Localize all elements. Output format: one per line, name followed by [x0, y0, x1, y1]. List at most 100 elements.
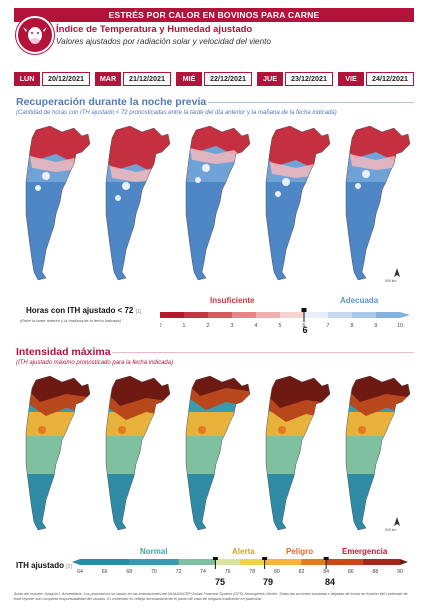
map-panel — [25, 125, 91, 281]
recovery-map-strip — [25, 125, 411, 281]
recovery-cat-low: Insuficiente — [210, 296, 255, 305]
colorbar-segment — [387, 559, 401, 565]
colorbar-tick: 3 — [231, 323, 234, 329]
report-title: Índice de Temperatura y Humedad ajustado — [56, 24, 253, 35]
colorbar-segment — [328, 312, 352, 318]
colorbar-segment — [338, 559, 352, 565]
day-tab[interactable]: MIÉ 22/12/2021 — [176, 72, 252, 86]
section-divider — [208, 102, 414, 103]
colorbar-segment — [240, 559, 253, 565]
intensity-legend-text: ITH ajustado — [16, 561, 65, 570]
day-name: MAR — [95, 72, 121, 86]
intensity-colorbar: 64 66 68 70 72 74 76 78 80 82 84 86 88 90 — [70, 556, 415, 583]
day-selector: LUN 20/12/2021 MAR 21/12/2021 MIÉ 22/12/… — [14, 72, 414, 86]
colorbar-tick: 9 — [375, 323, 378, 329]
colorbar-segment — [232, 312, 256, 318]
colorbar-segment — [178, 559, 192, 565]
report-header: ESTRÉS POR CALOR EN BOVINOS PARA CARNE Í… — [14, 8, 414, 68]
map-panel — [105, 375, 171, 531]
colorbar-segment — [203, 559, 216, 565]
colorbar-segment — [80, 559, 93, 565]
map-panel — [345, 125, 411, 281]
day-tab[interactable]: VIE 24/12/2021 — [338, 72, 414, 86]
colorbar-segment — [153, 559, 167, 565]
colorbar-segment — [326, 559, 339, 565]
colorbar-tick: 90 — [397, 569, 403, 575]
intensity-threshold-alerta: 75 — [214, 577, 225, 587]
threshold-marker — [301, 307, 307, 312]
day-name: JUE — [257, 72, 283, 86]
recovery-legend-ref: [1] — [135, 309, 142, 315]
map-panel — [265, 375, 331, 531]
colorbar-segment — [276, 559, 290, 565]
day-date: 22/12/2021 — [204, 72, 252, 86]
day-date: 20/12/2021 — [42, 72, 90, 86]
day-tab[interactable]: MAR 21/12/2021 — [95, 72, 171, 86]
colorbar-tick: 82 — [299, 569, 305, 575]
recovery-title: Recuperación durante la noche previa — [16, 96, 207, 108]
colorbar-segment — [227, 559, 241, 565]
threshold-marker — [212, 556, 218, 560]
day-name: LUN — [14, 72, 40, 86]
day-name: VIE — [338, 72, 364, 86]
map-panel — [105, 125, 171, 281]
colorbar-segment — [363, 559, 376, 565]
colorbar-tick: 2 — [207, 323, 210, 329]
colorbar-segment — [264, 559, 278, 565]
north-arrow-icon — [392, 268, 402, 281]
colorbar-tick: 74 — [200, 569, 206, 575]
threshold-marker — [262, 556, 268, 560]
recovery-legend-text: Horas con ITH ajustado < 72 — [26, 306, 134, 315]
recovery-subtitle: (Cantidad de horas con ITH ajustado < 72… — [16, 110, 337, 116]
colorbar-segment — [375, 559, 388, 565]
intensity-threshold-peligro: 79 — [262, 577, 273, 587]
colorbar-segment — [92, 559, 105, 565]
colorbar-segment — [280, 312, 304, 318]
recovery-threshold-label: 6 — [302, 325, 308, 335]
recovery-maps — [14, 122, 414, 282]
colorbar-segment — [116, 559, 130, 565]
colorbar-segment — [190, 559, 204, 565]
colorbar-segment — [352, 312, 376, 318]
day-date: 21/12/2021 — [123, 72, 171, 86]
colorbar-tick: 76 — [225, 569, 231, 575]
colorbar-segment — [215, 559, 228, 565]
intensity-map-strip — [25, 375, 411, 531]
colorbar-tick: 78 — [249, 569, 255, 575]
intensity-legend-ref: [2] — [66, 564, 72, 570]
intensity-cat-peligro: Peligro — [286, 547, 314, 556]
report-banner: ESTRÉS POR CALOR EN BOVINOS PARA CARNE — [14, 8, 414, 22]
colorbar-tick: 4 — [255, 323, 258, 329]
colorbar-segment — [289, 559, 302, 565]
intensity-cat-alerta: Alerta — [232, 547, 255, 556]
colorbar-segment — [256, 312, 280, 318]
colorbar-tick: 5 — [279, 323, 282, 329]
day-tab[interactable]: JUE 23/12/2021 — [257, 72, 333, 86]
colorbar-segment — [184, 312, 208, 318]
day-date: 23/12/2021 — [285, 72, 333, 86]
scale-bar: 500 km — [385, 279, 397, 283]
colorbar-tick: 8 — [351, 323, 354, 329]
colorbar-segment — [350, 559, 364, 565]
colorbar-tick: 86 — [348, 569, 354, 575]
colorbar-segment — [166, 559, 179, 565]
colorbar-tick: 64 — [77, 569, 83, 575]
colorbar-tick: 7 — [327, 323, 330, 329]
section-divider — [112, 352, 414, 353]
intensity-maps — [14, 372, 414, 532]
colorbar-tick: 10 — [397, 323, 403, 329]
colorbar-segment — [104, 559, 118, 565]
intensity-cat-emergencia: Emergencia — [342, 547, 388, 556]
map-panel — [265, 125, 331, 281]
day-tab[interactable]: LUN 20/12/2021 — [14, 72, 90, 86]
scale-bar: 500 km — [385, 528, 397, 532]
colorbar-tick: 6 — [303, 323, 306, 329]
report-subtitle: Valores ajustados por radiación solar y … — [56, 37, 271, 46]
north-arrow-icon — [392, 517, 402, 530]
threshold-marker — [323, 556, 329, 560]
map-panel — [185, 375, 251, 531]
report-footer: Autor del reporte: Joaquín I. Armendáriz… — [14, 592, 408, 601]
intensity-legend-label: ITH ajustado [2] — [16, 561, 72, 570]
colorbar-tick: 80 — [274, 569, 280, 575]
recovery-legend-label: Horas con ITH ajustado < 72 [1] — [26, 306, 141, 315]
